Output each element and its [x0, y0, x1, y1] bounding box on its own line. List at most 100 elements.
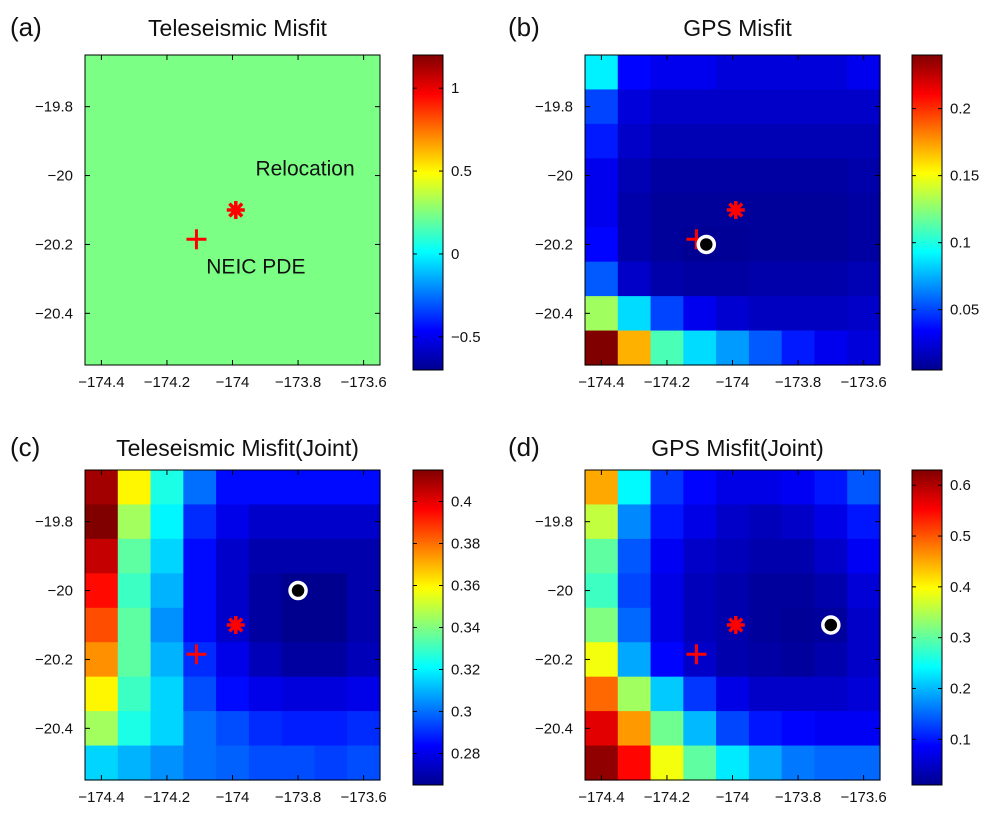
- heatmap-cell: [216, 745, 250, 781]
- colorbar-tick-label: 0.3: [950, 630, 971, 647]
- heatmap-cell: [314, 745, 348, 781]
- panel-d: (d) GPS Misfit(Joint) −174.4 −174.2 −174 −173…: [508, 432, 971, 806]
- heatmap-cell: [847, 470, 881, 506]
- heatmap-cell: [748, 745, 783, 781]
- heatmap-cell: [248, 607, 283, 643]
- x-tick-label: −174.2: [644, 789, 690, 806]
- heatmap-cell: [650, 538, 684, 574]
- heatmap-cell: [248, 573, 283, 609]
- heatmap-cell: [814, 745, 848, 781]
- heatmap-cell: [617, 642, 652, 678]
- heatmap-cell: [85, 676, 119, 712]
- colorbar-tick-label: 0.28: [451, 746, 480, 763]
- heatmap-cell: [814, 470, 848, 506]
- y-tick-label: −20: [548, 583, 573, 600]
- heatmap-cell: [314, 538, 348, 574]
- heatmap-cell: [585, 261, 619, 297]
- heatmap-cell: [716, 470, 750, 506]
- x-tick-label: −173.8: [275, 789, 321, 806]
- heatmap-cell: [814, 158, 848, 194]
- heatmap-cell: [748, 261, 783, 297]
- heatmap-cell: [748, 55, 783, 91]
- colorbar-tick-label: 0.5: [950, 528, 971, 545]
- heatmap-cell: [748, 123, 783, 159]
- heatmap-cell: [781, 330, 816, 366]
- heatmap-cell: [617, 158, 652, 194]
- heatmap-cell: [650, 470, 684, 506]
- heatmap-cell: [617, 123, 652, 159]
- heatmap-cell: [314, 607, 348, 643]
- heatmap-cell: [585, 607, 619, 643]
- star-stroke: [728, 617, 744, 633]
- heatmap-cell: [748, 538, 783, 574]
- heatmap-cell: [716, 676, 750, 712]
- x-tick-label: −174.2: [144, 789, 190, 806]
- heatmap-cell: [716, 296, 750, 332]
- heatmap-cell: [650, 227, 684, 263]
- heatmap-cell: [814, 330, 848, 366]
- heatmap-cell: [85, 538, 119, 574]
- heatmap-cell: [683, 470, 717, 506]
- heatmap-cell: [617, 89, 652, 125]
- heatmap-cell: [585, 89, 619, 125]
- x-tick-label: −173.8: [775, 789, 821, 806]
- panel-title: Teleseismic Misfit: [148, 15, 328, 41]
- heatmap-cell: [748, 676, 783, 712]
- heatmap-cell: [617, 227, 652, 263]
- heatmap-cell: [248, 745, 283, 781]
- heatmap-cell: [748, 573, 783, 609]
- heatmap-cell: [683, 711, 717, 747]
- colorbar-tick-label: 0.1: [950, 731, 971, 748]
- x-tick-label: −173.8: [275, 374, 321, 391]
- heatmap-cell: [683, 89, 717, 125]
- heatmap-cell: [650, 55, 684, 91]
- heatmap-cell: [617, 261, 652, 297]
- heatmap-cell: [617, 504, 652, 540]
- heatmap-cell: [683, 158, 717, 194]
- heatmap-cell: [650, 607, 684, 643]
- heatmap-cell: [248, 538, 283, 574]
- heatmap-cell: [314, 504, 348, 540]
- heatmap-cell: [216, 676, 250, 712]
- best-fit-circle-marker: [821, 615, 841, 635]
- heatmap-cell: [814, 573, 848, 609]
- heatmap-cell: [650, 711, 684, 747]
- neic-pde-cross-marker: [686, 644, 707, 665]
- relocation-star-marker: [726, 616, 745, 634]
- colorbar-tick-label: 0.34: [451, 620, 480, 637]
- star-stroke: [728, 202, 744, 218]
- heatmap-cell: [150, 470, 184, 506]
- heatmap-cell: [617, 538, 652, 574]
- heatmap-cell: [683, 504, 717, 540]
- heatmap-cell: [716, 123, 750, 159]
- colorbar-tick-label: 1: [451, 80, 459, 97]
- heatmap-cell: [650, 89, 684, 125]
- heatmap-cell: [814, 227, 848, 263]
- heatmap-cell: [314, 676, 348, 712]
- heatmap-cell: [281, 711, 316, 747]
- heatmap-cell: [585, 504, 619, 540]
- heatmap-cell: [150, 573, 184, 609]
- heatmap-cell: [617, 607, 652, 643]
- x-tick-label: −173.6: [340, 789, 386, 806]
- panel-title: Teleseismic Misfit(Joint): [116, 435, 359, 461]
- heatmap-cell: [117, 711, 152, 747]
- star-stroke: [228, 202, 244, 218]
- colorbar-tick-label: 0.32: [451, 662, 480, 679]
- heatmap-cell: [117, 745, 152, 781]
- heatmap-cell: [781, 261, 816, 297]
- heatmap-cell: [814, 711, 848, 747]
- heatmap-cell: [85, 642, 119, 678]
- heatmap-cell: [183, 470, 217, 506]
- heatmap-cell: [748, 504, 783, 540]
- heatmap-cell: [281, 745, 316, 781]
- heatmap-cell: [716, 158, 750, 194]
- heatmap-cell: [814, 55, 848, 91]
- heatmap-cell: [650, 158, 684, 194]
- heatmap-cell: [617, 192, 652, 228]
- heatmap-cell: [781, 55, 816, 91]
- colorbar-tick-label: 0.4: [950, 579, 971, 596]
- heatmap-cell: [781, 470, 816, 506]
- heatmap-cell: [683, 538, 717, 574]
- heatmap-cell: [814, 538, 848, 574]
